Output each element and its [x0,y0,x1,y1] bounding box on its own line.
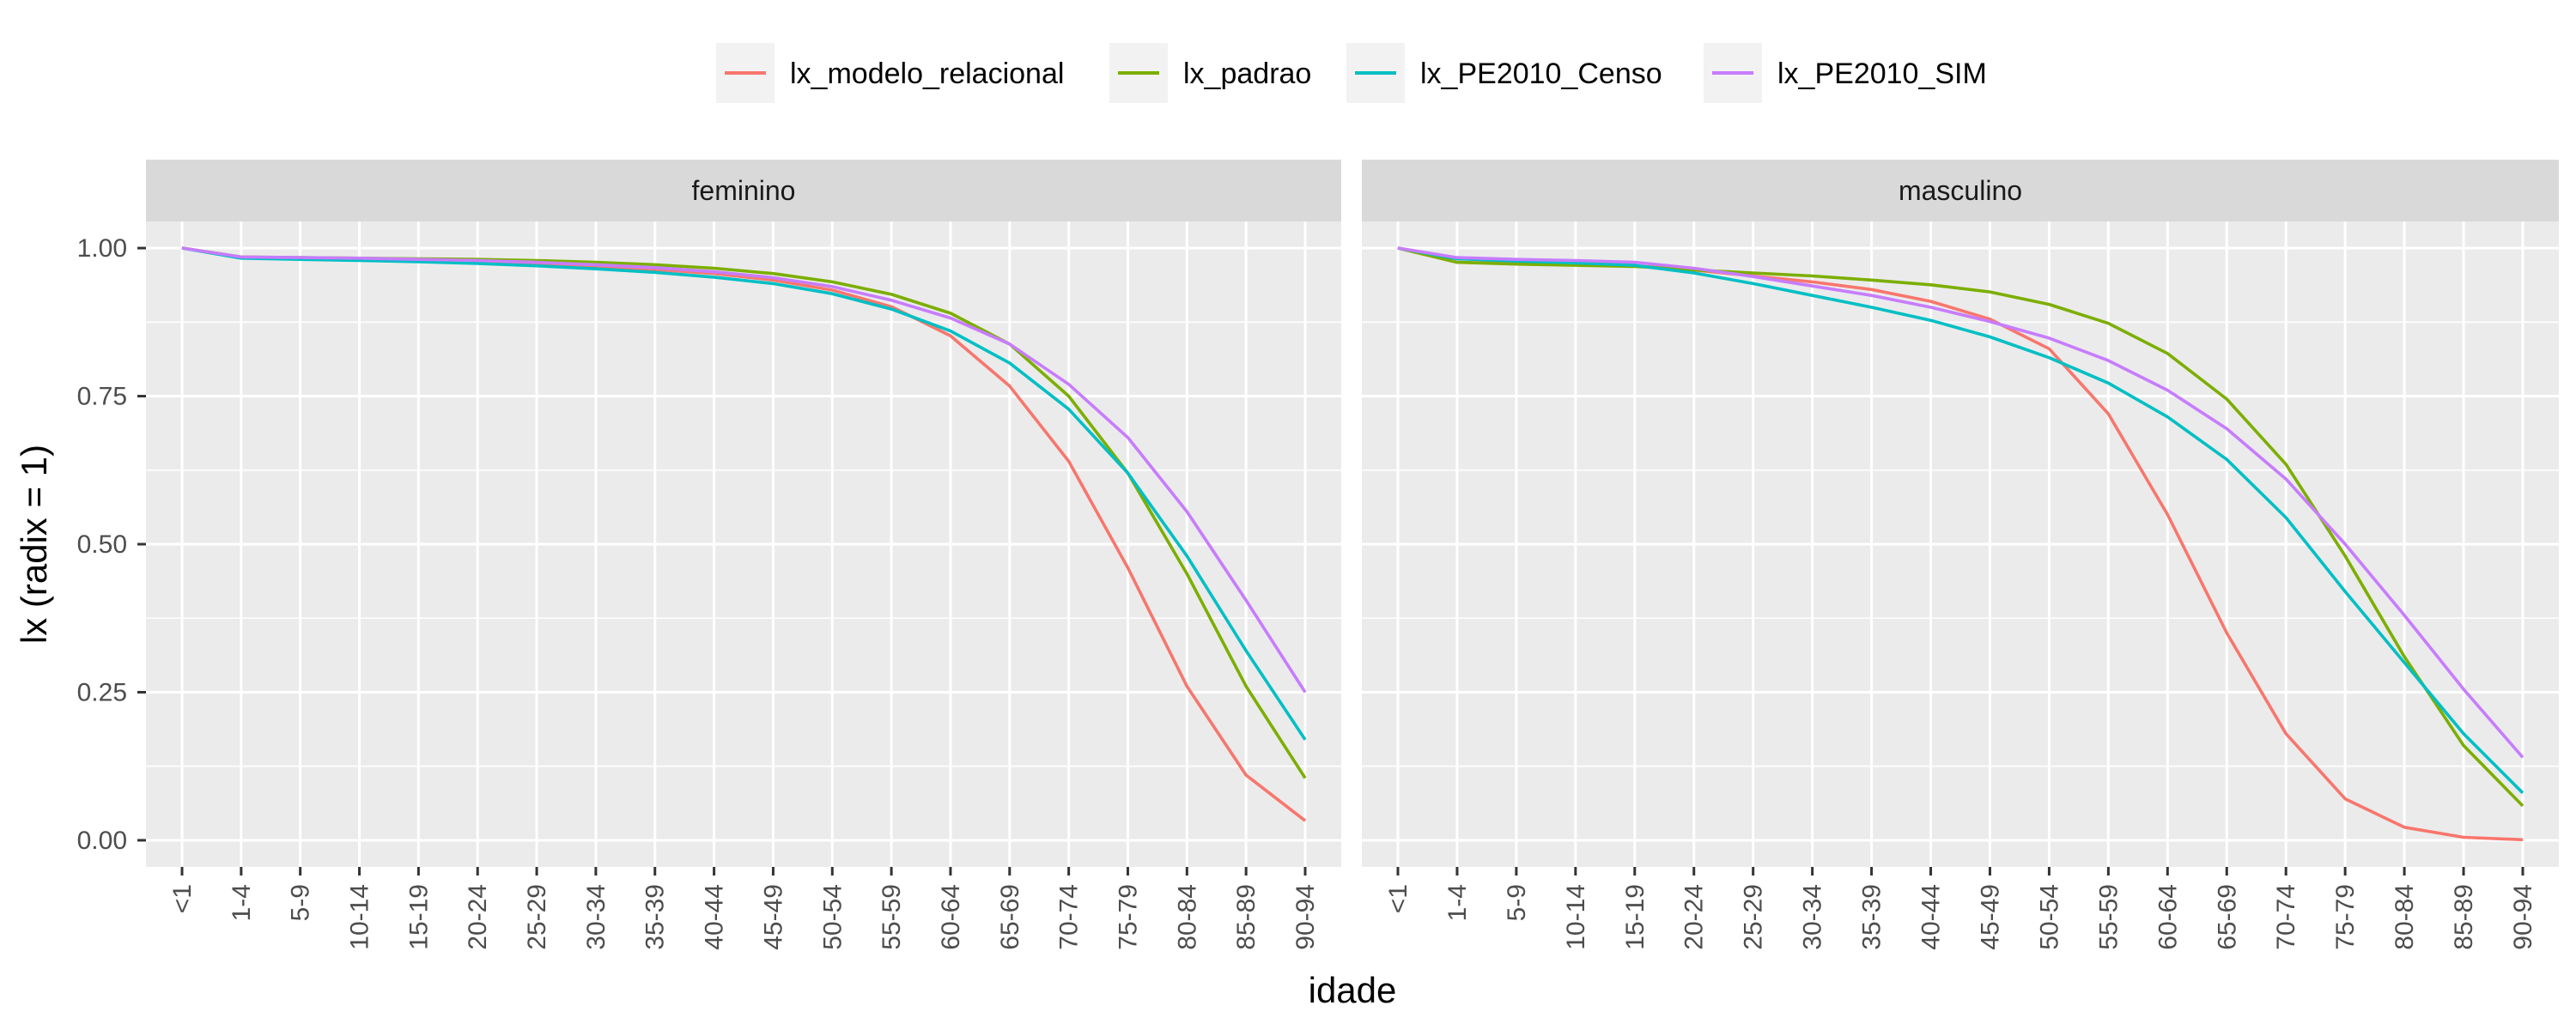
x-tick-label: 45-49 [759,884,787,950]
series-line-lx-padrao [1397,246,2524,808]
legend-item-lx-padrao: lx_padrao [1109,43,1311,103]
y-axis-title: lx (radix = 1) [14,445,54,644]
x-tick-label: 50-54 [818,884,847,950]
facet-strip-label: masculino [1899,175,2022,206]
y-tick-label: 0.75 [77,383,127,411]
x-tick-label: <1 [1384,884,1413,913]
x-tick-label: 65-69 [2213,884,2241,950]
x-tick-label: 90-94 [2509,884,2537,950]
x-tick-label: 80-84 [2391,884,2419,950]
x-tick-label: 10-14 [1562,884,1590,950]
legend-item-lx-pe2010-sim: lx_PE2010_SIM [1704,43,1987,103]
x-tick-label: 55-59 [878,884,906,950]
legend-label: lx_padrao [1183,58,1311,90]
x-axis-title: idade [1309,970,1397,1010]
x-tick-label: 35-39 [1858,884,1886,950]
legend-label: lx_PE2010_SIM [1777,58,1987,90]
x-tick-label: 65-69 [996,884,1024,950]
legend: lx_modelo_relacional lx_padrao lx_PE2010_C… [716,43,1987,103]
series-line-lx-pe2010-sim [1397,246,2524,759]
x-tick-label: 70-74 [1055,884,1084,950]
x-tick-label: 15-19 [404,884,433,950]
x-tick-label: 50-54 [2035,884,2063,950]
legend-label: lx_PE2010_Censo [1420,58,1662,90]
x-tick-label: 70-74 [2272,884,2300,950]
facet-masculino: masculino <1 1-4 5-9 10-14 15-19 20-24 25-29 30-… [1362,160,2559,950]
x-tick-label: 5-9 [1503,884,1531,921]
y-tick-label: 1.00 [77,234,127,263]
x-tick-label: 60-64 [937,884,965,950]
x-tick-label: 40-44 [1917,884,1946,950]
x-tick-label: 85-89 [1232,884,1261,950]
x-tick-label: 30-34 [582,884,611,950]
facet-feminino: feminino <1 1-4 5-9 10-14 15-19 20-24 25-29 30-3… [77,160,1341,950]
x-tick-label: <1 [168,884,197,913]
y-tick-label: 0.25 [77,678,127,706]
facet-strip-label: feminino [692,175,796,206]
facet-strip [146,160,1341,221]
x-tick-label: 25-29 [523,884,551,950]
legend-label: lx_modelo_relacional [790,58,1064,90]
x-tick-label: 5-9 [287,884,315,921]
x-tick-label: 1-4 [1443,884,1472,921]
x-tick-label: 25-29 [1740,884,1768,950]
x-tick-label: 75-79 [2331,884,2360,950]
x-tick-label: 45-49 [1976,884,2004,950]
legend-item-lx-modelo-relacional: lx_modelo_relacional [716,43,1064,103]
x-tick-label: 20-24 [1680,884,1709,950]
series-line-lx-pe2010-censo [1397,246,2524,795]
x-tick-label: 85-89 [2450,884,2478,950]
legend-item-lx-pe2010-censo: lx_PE2010_Censo [1346,43,1662,103]
x-tick-label: 40-44 [701,884,729,950]
y-tick-label: 0.50 [77,530,127,559]
series-line-lx-pe2010-sim [181,246,1307,694]
x-tick-label: 30-34 [1799,884,1827,950]
y-tick-label: 0.00 [77,827,127,855]
x-tick-label: 55-59 [2094,884,2123,950]
x-tick-label: 60-64 [2154,884,2182,950]
x-tick-label: 35-39 [641,884,670,950]
x-tick-label: 75-79 [1114,884,1142,950]
facet-strip [1362,160,2559,221]
x-tick-label: 80-84 [1173,884,1201,950]
x-tick-label: 90-94 [1291,884,1320,950]
x-tick-label: 15-19 [1621,884,1649,950]
x-tick-label: 1-4 [228,884,256,921]
x-tick-label: 10-14 [346,884,374,950]
x-tick-label: 20-24 [464,884,492,950]
series-line-lx-pe2010-censo [181,246,1307,741]
